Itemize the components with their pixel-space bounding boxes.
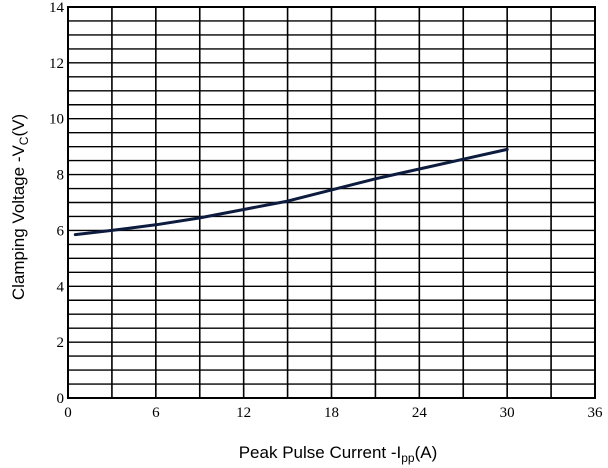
- x-tick-label: 18: [324, 405, 339, 421]
- grid: [67, 6, 596, 399]
- y-tick-label: 14: [49, 0, 65, 16]
- plot-frame: [67, 6, 596, 399]
- x-tick-label: 24: [412, 405, 428, 421]
- y-tick-label: 12: [49, 56, 64, 72]
- x-tick-labels: 0 6 12 18 24 30 36: [64, 405, 603, 421]
- x-tick-label: 0: [64, 405, 72, 421]
- x-tick-label: 12: [236, 405, 251, 421]
- y-tick-label: 0: [57, 391, 65, 407]
- y-tick-label: 2: [57, 335, 65, 351]
- x-tick-label: 36: [588, 405, 604, 421]
- x-tick-label: 30: [500, 405, 515, 421]
- y-tick-label: 6: [57, 223, 65, 239]
- series-layer: [73, 147, 509, 237]
- y-axis-label: Clamping Voltage -VC(V): [9, 114, 31, 300]
- x-axis-label: Peak Pulse Current -Ipp(A): [239, 443, 438, 465]
- y-tick-labels: 0 2 4 6 8 10 12 14: [49, 0, 65, 407]
- x-tick-label: 6: [152, 405, 160, 421]
- y-tick-label: 10: [49, 112, 64, 128]
- series-line: [73, 147, 509, 237]
- y-tick-label: 8: [57, 168, 65, 184]
- y-tick-label: 4: [57, 279, 65, 295]
